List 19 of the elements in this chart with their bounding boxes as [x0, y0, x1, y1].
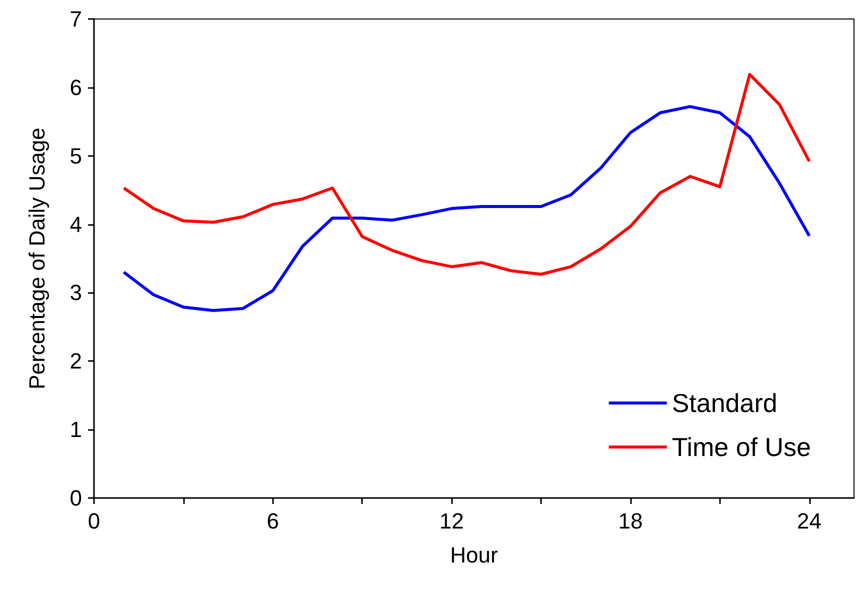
- x-tick-label: 24: [797, 508, 822, 534]
- y-tick-label: 3: [70, 280, 82, 306]
- y-tick-label: 1: [70, 417, 82, 442]
- x-tick-label: 0: [88, 508, 100, 534]
- x-tick-label: 6: [266, 508, 279, 534]
- legend-label: Standard: [672, 388, 778, 418]
- line-series: [122, 105, 811, 312]
- line-series: [122, 72, 811, 276]
- y-tick-label: 5: [70, 143, 82, 168]
- x-axis-title: Hour: [450, 542, 498, 568]
- y-tick-label: 4: [70, 212, 82, 237]
- x-tick-label: 12: [439, 508, 464, 534]
- y-tick-label: 7: [70, 6, 82, 32]
- x-tick-label: 18: [618, 508, 643, 534]
- y-tick-label: 6: [70, 74, 82, 100]
- y-tick-label: 2: [70, 348, 82, 374]
- legend-label: Time of Use: [672, 432, 812, 462]
- y-axis-title: Percentage of Daily Usage: [24, 128, 50, 390]
- y-tick-label: 0: [70, 486, 82, 510]
